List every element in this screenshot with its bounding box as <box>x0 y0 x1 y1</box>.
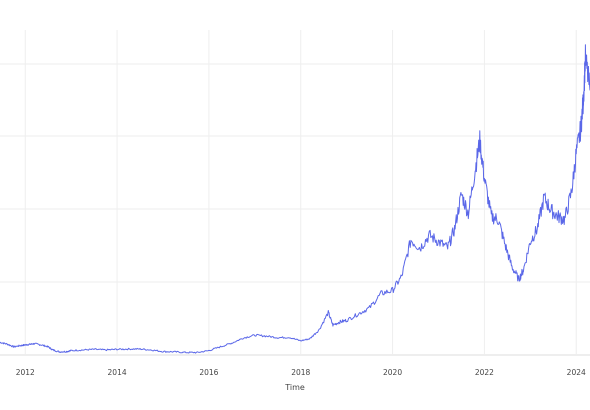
series-line <box>0 44 590 354</box>
x-axis-title: Time <box>284 383 305 392</box>
x-tick-label: 2022 <box>475 368 494 377</box>
x-axis-ticks: 2012 2014 2016 2018 2020 2022 2024 <box>16 368 586 377</box>
x-tick-label: 2012 <box>16 368 35 377</box>
x-tick-label: 2016 <box>199 368 218 377</box>
x-tick-label: 2018 <box>291 368 310 377</box>
x-tick-label: 2024 <box>567 368 586 377</box>
x-tick-label: 2020 <box>383 368 402 377</box>
x-tick-label: 2014 <box>108 368 127 377</box>
plot-area <box>0 44 590 354</box>
gridlines <box>0 30 590 356</box>
